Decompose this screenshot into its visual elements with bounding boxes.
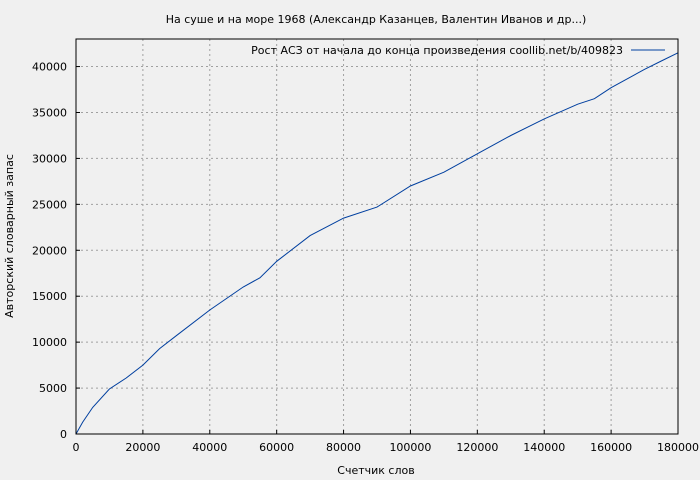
y-tick-label: 5000 (39, 382, 67, 395)
y-tick-label: 15000 (32, 290, 67, 303)
x-tick-label: 0 (73, 441, 80, 454)
x-tick-label: 180000 (657, 441, 699, 454)
x-tick-label: 40000 (192, 441, 227, 454)
y-tick-label: 40000 (32, 61, 67, 74)
y-tick-label: 0 (60, 428, 67, 441)
y-tick-label: 10000 (32, 336, 67, 349)
x-tick-label: 60000 (259, 441, 294, 454)
legend-label: Рост АСЗ от начала до конца произведения… (251, 44, 623, 57)
plot-frame (75, 38, 679, 435)
y-tick-label: 30000 (32, 152, 67, 165)
grid (76, 39, 678, 434)
x-axis-ticks: 0 20000 40000 60000 80000 100000 120000 140000 1… (73, 430, 699, 454)
y-tick-label: 20000 (32, 244, 67, 257)
x-axis-label: Счетчик слов (337, 464, 414, 477)
series-line (75, 52, 679, 435)
y-axis-label: Авторский словарный запас (3, 154, 16, 318)
y-axis-ticks: 0 5000 10000 15000 20000 25000 30000 35000 40000 (32, 61, 80, 441)
x-tick-label: 80000 (326, 441, 361, 454)
x-tick-label: 20000 (125, 441, 160, 454)
y-tick-label: 35000 (32, 106, 67, 119)
x-tick-label: 140000 (523, 441, 565, 454)
x-tick-label: 120000 (456, 441, 498, 454)
x-tick-label: 100000 (389, 441, 431, 454)
chart-title: На суше и на море 1968 (Александр Казанц… (166, 13, 587, 26)
y-tick-label: 25000 (32, 198, 67, 211)
legend: Рост АСЗ от начала до конца произведения… (251, 44, 665, 57)
x-tick-label: 160000 (590, 441, 632, 454)
